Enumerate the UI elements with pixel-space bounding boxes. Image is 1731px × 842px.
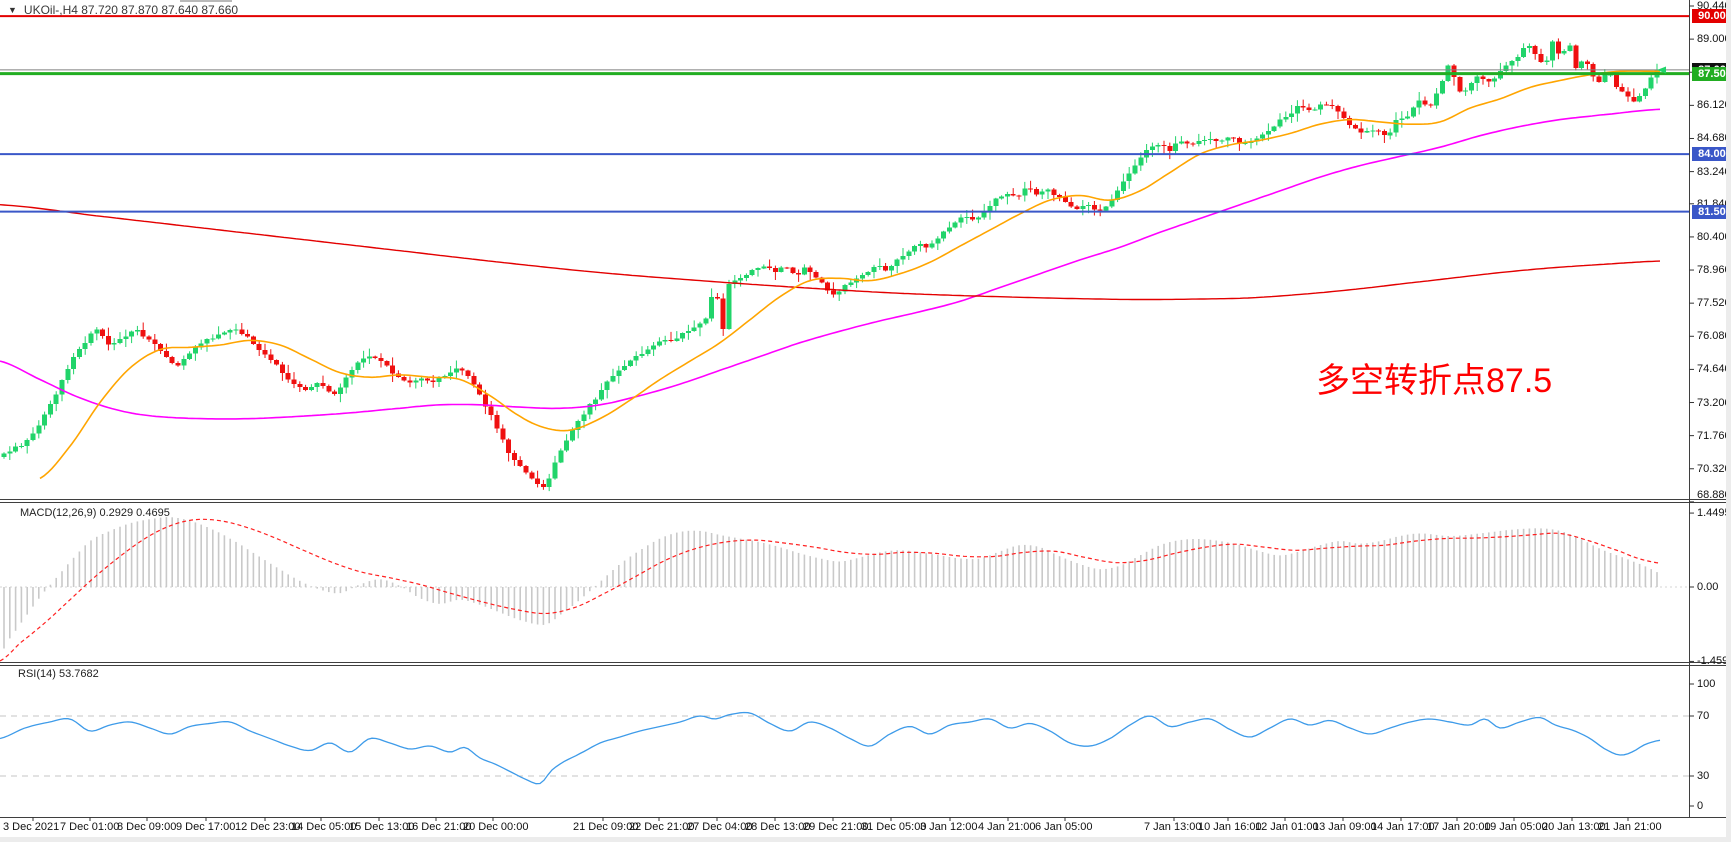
- macd-histogram: [3, 517, 1658, 649]
- time-axis-label: 12 Dec 23:00: [235, 821, 301, 833]
- price-tick-label: 89.000: [1697, 33, 1731, 46]
- time-axis-label: 12 Jan 01:00: [1255, 821, 1319, 833]
- rsi-tick-label: 100: [1697, 678, 1716, 690]
- time-axis-label: 17 Jan 20:00: [1427, 821, 1491, 833]
- time-axis-label: 3 Jan 12:00: [920, 821, 978, 833]
- time-axis-label: 15 Dec 13:00: [349, 821, 415, 833]
- price-tick-label: 73.200: [1697, 396, 1731, 409]
- ma-slow-magenta-line: [0, 108, 1661, 420]
- macd-tick-label: -1.4594: [1697, 655, 1731, 668]
- time-axis-label: 9 Dec 17:00: [176, 821, 236, 833]
- level-badge-81-5: 81.500: [1692, 204, 1731, 219]
- ma-fast-orange-line: [39, 70, 1660, 480]
- time-axis-label: 28 Dec 13:00: [745, 821, 811, 833]
- level-badge-87-5: 87.500: [1692, 66, 1731, 81]
- time-axis-label: 21 Jan 21:00: [1598, 821, 1662, 833]
- macd-signal-line: [0, 518, 1661, 662]
- time-axis-label: 6 Jan 05:00: [1035, 821, 1093, 833]
- quote-text: UKOil-,H4 87.720 87.870 87.640 87.660: [23, 3, 239, 17]
- window-top-notch: [180, 0, 232, 2]
- time-axis-label: 14 Dec 05:00: [291, 821, 357, 833]
- price-tick-label: 84.680: [1697, 132, 1731, 145]
- time-axis-label: 20 Jan 13:00: [1542, 821, 1606, 833]
- time-axis-label: 22 Dec 21:00: [629, 821, 695, 833]
- macd-tick-label: 0.00: [1697, 581, 1719, 593]
- candlestick-series: [1, 38, 1660, 492]
- symbol-dropdown-icon[interactable]: ▼: [8, 5, 17, 15]
- price-tick-label: 83.240: [1697, 165, 1731, 178]
- time-axis-label: 31 Dec 05:00: [861, 821, 927, 833]
- price-tick-label: 90.440: [1697, 0, 1731, 12]
- price-tick-label: 76.080: [1697, 330, 1731, 343]
- level-badge-90: 90.000: [1692, 9, 1731, 24]
- price-tick-label: 70.320: [1697, 462, 1731, 475]
- time-axis-label: 10 Jan 16:00: [1198, 821, 1262, 833]
- price-tick-label: 86.120: [1697, 99, 1731, 112]
- rsi-tick-label: 0: [1697, 800, 1704, 812]
- annotation-text: 多空转折点87.5: [1316, 362, 1553, 400]
- time-axis-label: 29 Dec 21:00: [803, 821, 869, 833]
- time-axis-label: 7 Dec 01:00: [60, 821, 120, 833]
- price-tick-label: 74.640: [1697, 363, 1731, 376]
- time-axis-label: 8 Dec 09:00: [117, 821, 177, 833]
- time-axis-label: 13 Jan 09:00: [1313, 821, 1377, 833]
- price-tick-label: 78.960: [1697, 264, 1731, 277]
- time-axis-label: 21 Dec 09:00: [573, 821, 639, 833]
- macd-tick-label: 1.4495: [1697, 507, 1731, 520]
- window-right-edge: [1726, 0, 1731, 842]
- time-axis-label: 16 Dec 21:00: [406, 821, 472, 833]
- level-badge-84: 84.000: [1692, 147, 1731, 162]
- quote-bar: ▼ UKOil-,H4 87.720 87.870 87.640 87.660: [8, 3, 238, 17]
- price-tick-label: 71.760: [1697, 429, 1731, 442]
- time-axis-label: 20 Dec 00:00: [463, 821, 529, 833]
- last-price-arrow-icon: [1657, 66, 1666, 74]
- price-tick-label: 77.520: [1697, 297, 1731, 310]
- ma-long-red-line: [0, 204, 1661, 301]
- macd-indicator-label: MACD(12,26,9) 0.2929 0.4695: [20, 507, 170, 519]
- rsi-line: [0, 711, 1661, 785]
- rsi-tick-label: 30: [1697, 770, 1710, 782]
- time-axis-label: 4 Jan 21:00: [978, 821, 1036, 833]
- time-axis-label: 27 Dec 04:00: [687, 821, 753, 833]
- time-axis-label: 7 Jan 13:00: [1144, 821, 1202, 833]
- window-bottom-edge: [0, 837, 1731, 842]
- time-axis-label: 14 Jan 17:00: [1371, 821, 1435, 833]
- time-axis-label: 19 Jan 05:00: [1484, 821, 1548, 833]
- price-tick-label: 80.400: [1697, 230, 1731, 243]
- price-tick-label: 68.880: [1697, 489, 1731, 501]
- time-axis-label: 3 Dec 2021: [3, 821, 60, 833]
- rsi-indicator-label: RSI(14) 53.7682: [18, 668, 99, 680]
- rsi-tick-label: 70: [1697, 710, 1710, 722]
